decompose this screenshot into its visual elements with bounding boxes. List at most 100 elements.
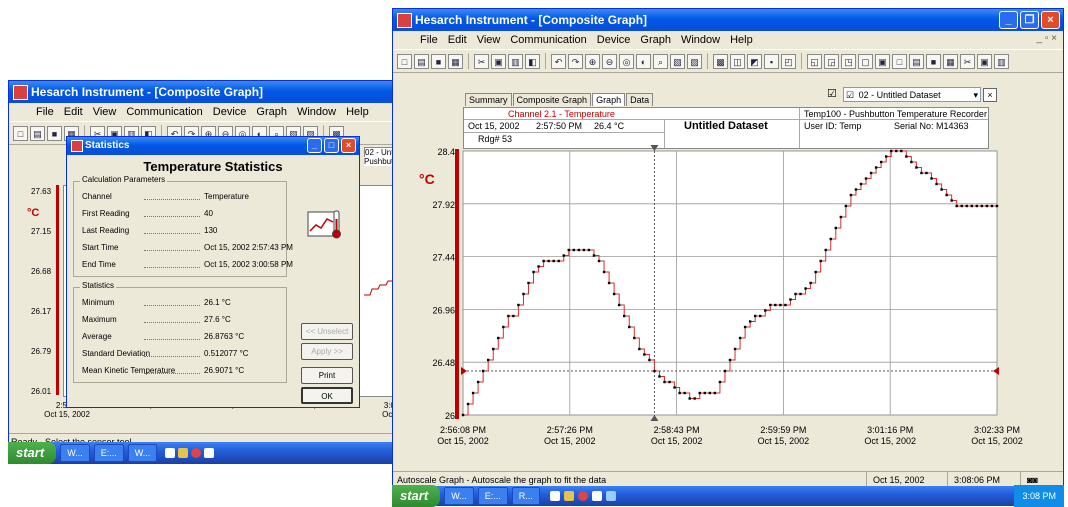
toolbar-button-icon[interactable]: ▣ (977, 53, 992, 69)
taskbar-item[interactable]: W... (127, 444, 158, 462)
toolbar-button-icon[interactable]: □ (892, 53, 907, 69)
toolbar-button-icon[interactable]: ▪ (764, 53, 779, 69)
ok-button[interactable]: OK (301, 387, 353, 404)
toolbar-button-icon[interactable]: ✂ (960, 53, 975, 69)
menu-device[interactable]: Device (596, 34, 631, 46)
toolbar-button-icon[interactable]: ▦ (448, 53, 463, 69)
menu-file[interactable]: File (420, 34, 438, 46)
toolbar-button-icon[interactable]: ⊕ (585, 53, 600, 69)
toolbar-button-icon[interactable]: ■ (926, 53, 941, 69)
toolbar-button-icon[interactable]: ↷ (568, 53, 583, 69)
unselect-button[interactable]: << Unselect (301, 323, 353, 340)
calc-dots (144, 250, 200, 251)
toolbar-button-icon[interactable]: ▨ (687, 53, 702, 69)
menu-communication[interactable]: Communication (510, 34, 587, 46)
print-button[interactable]: Print (301, 367, 353, 384)
toolbar-button-icon[interactable]: ▤ (414, 53, 429, 69)
toolbar-button-icon[interactable]: ▩ (713, 53, 728, 69)
toolbar-button-icon[interactable]: ◐ (636, 53, 651, 69)
toolbar-button-icon[interactable]: ◎ (619, 53, 634, 69)
menu-window[interactable]: Window (296, 106, 337, 118)
right-window-titlebar[interactable]: Hesarch Instrument - [Composite Graph] _… (393, 9, 1063, 31)
toolbar-button-icon[interactable]: ◩ (747, 53, 762, 69)
toolbar-button-icon[interactable]: ▤ (909, 53, 924, 69)
taskbar-item[interactable]: W... (60, 444, 90, 462)
menu-edit[interactable]: Edit (63, 106, 83, 118)
menu-file[interactable]: File (36, 106, 54, 118)
tab-composite-graph[interactable]: Composite Graph (512, 93, 592, 106)
menu-edit[interactable]: Edit (447, 34, 467, 46)
toolbar-button-icon[interactable]: ■ (47, 125, 62, 141)
menu-view[interactable]: View (92, 106, 117, 118)
toolbar-button-icon[interactable]: ◰ (781, 53, 796, 69)
minimize-button[interactable]: _ (999, 11, 1018, 29)
data-point (784, 303, 787, 307)
statistics-dialog: Statistics _ □ × Temperature Statistics … (66, 136, 360, 408)
toolbar-button-icon[interactable]: ▢ (858, 53, 873, 69)
toolbar-button-icon[interactable]: ⌕ (653, 53, 668, 69)
status-icons: ◙◙ (1020, 472, 1063, 487)
menu-help[interactable]: Help (730, 34, 753, 46)
taskbar-item[interactable]: W... (444, 487, 474, 505)
toolbar-button-icon[interactable]: ▥ (508, 53, 523, 69)
tab-summary[interactable]: Summary (465, 93, 512, 106)
toolbar-button-icon[interactable]: ▧ (670, 53, 685, 69)
data-point (839, 215, 843, 219)
taskbar-item[interactable]: E:... (93, 444, 124, 462)
toolbar-button-icon[interactable]: ◲ (824, 53, 839, 69)
data-point (804, 287, 807, 290)
toolbar-button-icon[interactable]: ◧ (525, 53, 540, 69)
dataset-select[interactable]: ☑ 02 - Untitled Dataset ▾ (843, 87, 981, 102)
toolbar-button-icon[interactable]: ◫ (730, 53, 745, 69)
menu-graph[interactable]: Graph (256, 106, 287, 118)
toolbar-button-icon[interactable]: ▣ (875, 53, 890, 69)
toolbar-button-icon[interactable]: ▤ (30, 125, 45, 141)
toolbar-button-icon[interactable]: ▥ (994, 53, 1009, 69)
stats-value: 26.8763 °C (204, 332, 245, 341)
data-point (497, 336, 500, 340)
dialog-titlebar[interactable]: Statistics _ □ × (67, 137, 359, 155)
graph-document: Summary Composite Graph Graph Data ☑ ☑ 02 -… (393, 73, 1063, 471)
apply-button[interactable]: Apply >> (301, 343, 353, 360)
menu-device[interactable]: Device (212, 106, 247, 118)
toolbar-button-icon[interactable]: ◳ (841, 53, 856, 69)
dialog-close-button[interactable]: × (341, 138, 356, 153)
dialog-minimize-button[interactable]: _ (307, 138, 322, 153)
menu-view[interactable]: View (476, 34, 501, 46)
stats-dots (144, 339, 200, 340)
toolbar-button-icon[interactable]: ◱ (807, 53, 822, 69)
data-point (481, 369, 485, 373)
toolbar-button-icon[interactable]: ▦ (943, 53, 958, 69)
close-dataset-icon[interactable]: × (983, 88, 997, 102)
left-window-titlebar[interactable]: Hesarch Instrument - [Composite Graph] (9, 81, 395, 103)
menu-help[interactable]: Help (346, 106, 369, 118)
x-tick-label: Oct 15, 2002 (437, 436, 489, 446)
toolbar-button-icon[interactable]: ⊖ (602, 53, 617, 69)
tab-graph[interactable]: Graph (592, 93, 626, 106)
toolbar-button-icon[interactable]: □ (13, 125, 28, 141)
toolbar-button-icon[interactable]: ▣ (491, 53, 506, 69)
start-button[interactable]: start (392, 485, 441, 507)
dataset-checkbox[interactable]: ☑ (827, 88, 837, 100)
close-button[interactable]: × (1041, 11, 1060, 29)
taskbar-item[interactable]: E:... (477, 487, 508, 505)
dialog-maximize-button[interactable]: □ (324, 138, 339, 153)
toolbar-separator (323, 125, 324, 141)
toolbar-button-icon[interactable]: ■ (431, 53, 446, 69)
toolbar-button-icon[interactable]: □ (397, 53, 412, 69)
toolbar-button-icon[interactable]: ↶ (551, 53, 566, 69)
tab-data[interactable]: Data (626, 93, 654, 106)
data-point (517, 303, 520, 307)
restore-button[interactable]: ❐ (1020, 11, 1039, 29)
app-icon (13, 85, 28, 100)
menu-communication[interactable]: Communication (126, 106, 203, 118)
menu-graph[interactable]: Graph (640, 34, 671, 46)
left-start-button[interactable]: start (8, 442, 57, 464)
toolbar-separator (84, 125, 85, 141)
toolbar-button-icon[interactable]: ✂ (474, 53, 489, 69)
y-tick-label: 26.96 (432, 305, 455, 315)
dialog-icon (71, 140, 83, 152)
taskbar-item[interactable]: R... (511, 487, 540, 505)
menu-window[interactable]: Window (680, 34, 721, 46)
